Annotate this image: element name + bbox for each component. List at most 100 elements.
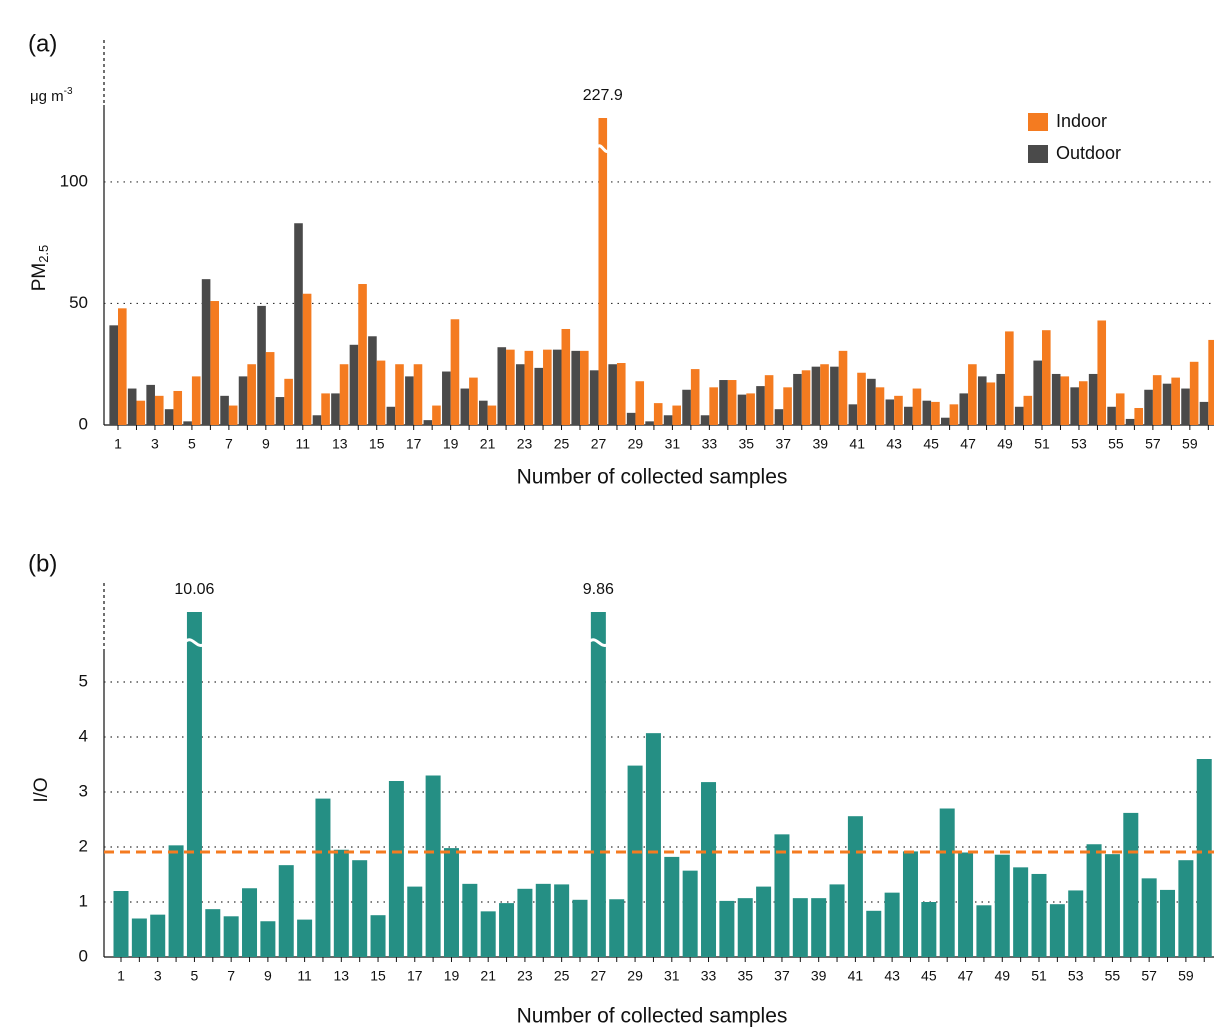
bar bbox=[1051, 373, 1061, 425]
x-tick-label: 49 bbox=[997, 436, 1013, 452]
x-tick-label: 31 bbox=[664, 968, 680, 984]
bar bbox=[1023, 395, 1033, 425]
x-tick-label: 51 bbox=[1034, 436, 1050, 452]
y-axis-label: I/O bbox=[31, 777, 52, 802]
bar bbox=[386, 406, 396, 425]
bar bbox=[302, 293, 312, 425]
bar bbox=[109, 325, 118, 425]
bar bbox=[1013, 867, 1029, 957]
x-tick-label: 11 bbox=[297, 968, 312, 984]
bar bbox=[315, 798, 331, 957]
bar bbox=[127, 388, 137, 425]
x-tick-label: 25 bbox=[554, 968, 570, 984]
bar bbox=[543, 349, 552, 425]
bar bbox=[764, 375, 774, 425]
bar bbox=[1144, 389, 1153, 425]
bar bbox=[608, 364, 617, 425]
bar bbox=[443, 848, 459, 957]
bar bbox=[756, 886, 772, 957]
bar bbox=[1134, 407, 1143, 425]
bar bbox=[959, 393, 969, 425]
x-tick-label: 35 bbox=[737, 968, 753, 984]
bar bbox=[1060, 376, 1070, 425]
y-tick-label: 50 bbox=[69, 293, 88, 312]
x-tick-label: 23 bbox=[517, 436, 533, 452]
bar bbox=[535, 883, 551, 957]
bar bbox=[333, 849, 349, 957]
value-label: 10.06 bbox=[174, 581, 214, 598]
x-tick-label: 11 bbox=[296, 436, 311, 452]
bar bbox=[173, 390, 183, 425]
x-tick-label: 1 bbox=[114, 436, 122, 452]
bar bbox=[164, 409, 174, 425]
x-tick-label: 35 bbox=[739, 436, 755, 452]
bar bbox=[589, 370, 599, 425]
unit-sup: -3 bbox=[64, 86, 73, 97]
x-tick-label: 39 bbox=[812, 436, 828, 452]
bar bbox=[154, 395, 164, 425]
x-tick-label: 37 bbox=[774, 968, 790, 984]
bar bbox=[968, 364, 977, 425]
bar bbox=[616, 363, 626, 425]
y-tick-label: 1 bbox=[79, 891, 88, 910]
x-tick-label: 21 bbox=[480, 968, 496, 984]
x-tick-label: 21 bbox=[480, 436, 496, 452]
bar bbox=[866, 910, 882, 957]
axis-break-mark bbox=[596, 144, 610, 153]
bar bbox=[922, 400, 932, 425]
bar bbox=[912, 388, 922, 425]
bar bbox=[524, 350, 534, 425]
y-tick-label: 4 bbox=[79, 726, 88, 745]
bar bbox=[210, 301, 219, 425]
bar bbox=[278, 865, 294, 957]
bar bbox=[131, 918, 147, 957]
x-tick-label: 1 bbox=[117, 968, 125, 984]
panel-label: (a) bbox=[28, 30, 57, 57]
x-tick-label: 5 bbox=[188, 436, 196, 452]
y-label-sub: 2.5 bbox=[36, 245, 51, 263]
x-tick-label: 15 bbox=[369, 436, 385, 452]
unit-text: μg m bbox=[30, 88, 64, 105]
x-axis-label: Number of collected samples bbox=[517, 1005, 788, 1028]
bar bbox=[994, 854, 1010, 957]
axis-break-mark bbox=[588, 638, 608, 647]
x-tick-label: 5 bbox=[191, 968, 199, 984]
x-tick-label: 3 bbox=[151, 436, 159, 452]
bar bbox=[191, 376, 201, 425]
bar bbox=[986, 382, 996, 425]
bar bbox=[609, 899, 625, 957]
bar bbox=[223, 916, 239, 957]
bar bbox=[1199, 401, 1209, 425]
x-tick-label: 7 bbox=[225, 436, 233, 452]
bar bbox=[949, 404, 959, 425]
bar bbox=[358, 284, 367, 425]
x-tick-label: 41 bbox=[849, 436, 865, 452]
bar bbox=[590, 612, 606, 957]
bar bbox=[561, 328, 571, 425]
bar bbox=[242, 888, 258, 957]
bar bbox=[848, 404, 858, 425]
bar bbox=[113, 891, 129, 957]
x-tick-label: 45 bbox=[921, 968, 937, 984]
bar bbox=[395, 364, 404, 425]
x-tick-label: 9 bbox=[262, 436, 270, 452]
x-tick-label: 43 bbox=[884, 968, 900, 984]
x-tick-label: 49 bbox=[994, 968, 1010, 984]
bar bbox=[1208, 339, 1214, 425]
bar bbox=[811, 366, 821, 425]
bar bbox=[921, 902, 937, 957]
bar bbox=[701, 782, 717, 957]
x-tick-label: 55 bbox=[1108, 436, 1124, 452]
x-tick-label: 57 bbox=[1141, 968, 1157, 984]
bar bbox=[1171, 377, 1180, 425]
x-tick-label: 45 bbox=[923, 436, 939, 452]
bar bbox=[830, 366, 839, 425]
x-tick-label: 25 bbox=[554, 436, 570, 452]
bar bbox=[294, 223, 303, 425]
x-tick-label: 19 bbox=[444, 968, 460, 984]
bar bbox=[265, 352, 275, 425]
bar bbox=[737, 898, 753, 957]
bar bbox=[450, 319, 460, 425]
x-tick-label: 17 bbox=[406, 436, 422, 452]
bar bbox=[339, 364, 349, 425]
